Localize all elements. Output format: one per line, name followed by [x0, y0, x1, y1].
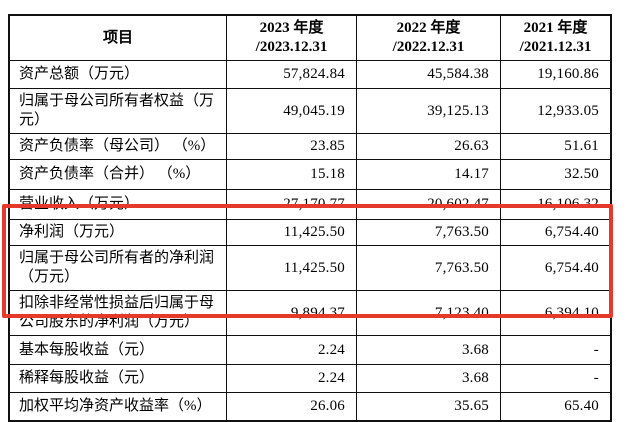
column-header-2022-line1: 2022 年度 [396, 20, 461, 36]
table-row-operating-revenue: 营业收入（万元） 27,170.77 20,602.47 16,106.32 [10, 189, 610, 219]
value-2023: 2.24 [227, 365, 357, 392]
value-2021: - [593, 341, 599, 358]
value-2022: 7,763.50 [357, 220, 501, 245]
row-label: 营业收入（万元） [10, 190, 227, 219]
row-label: 资产总额（万元） [10, 61, 227, 88]
value-2022: 7,123.40 [357, 291, 501, 335]
value-2022: 20,602.47 [357, 190, 501, 219]
value-2023: 23.85 [227, 134, 357, 159]
column-header-2022: 2022 年度 /2022.12.31 [357, 16, 501, 60]
table-row-debt-ratio-parent: 资产负债率（母公司） （%） 23.85 26.63 51.61 [10, 133, 610, 159]
value-2023: 27,170.77 [227, 190, 357, 219]
column-header-item: 项目 [10, 16, 227, 60]
value-2021: 65.40 [564, 398, 599, 414]
value-2022: 14.17 [357, 160, 501, 189]
table-row-parent-equity: 归属于母公司所有者权益（万元） 49,045.19 39,125.13 12,9… [10, 88, 610, 133]
value-2021: 6,754.40 [544, 224, 599, 240]
value-2023: 15.18 [227, 160, 357, 189]
table-row-weighted-roe: 加权平均净资产收益率（%） 26.06 35.65 65.40 [10, 392, 610, 420]
row-label: 加权平均净资产收益率（%） [10, 393, 227, 420]
table-row-net-profit-parent: 归属于母公司所有者的净利润（万元） 11,425.50 7,763.50 6,7… [10, 245, 610, 290]
table-row-net-profit: 净利润（万元） 11,425.50 7,763.50 6,754.40 [10, 219, 610, 245]
value-2023: 11,425.50 [227, 220, 357, 245]
table-row-diluted-eps: 稀释每股收益（元） 2.24 3.68 - [10, 364, 610, 392]
value-2022: 3.68 [357, 336, 501, 364]
financial-summary-table: 项目 2023 年度 /2023.12.31 2022 年度 /2022.12.… [8, 14, 612, 422]
row-label: 扣除非经常性损益后归属于母公司股东的净利润（万元） [10, 291, 227, 335]
row-label: 基本每股收益（元） [10, 336, 227, 364]
value-2023: 26.06 [227, 393, 357, 420]
column-header-2023-line1: 2023 年度 [259, 20, 324, 36]
value-2021: 12,933.05 [537, 102, 599, 119]
value-2021: 6,394.10 [544, 304, 599, 321]
row-label: 资产负债率（合并） （%） [10, 160, 227, 189]
row-label: 稀释每股收益（元） [10, 365, 227, 392]
value-2023: 49,045.19 [227, 89, 357, 133]
column-header-2021-line1: 2021 年度 [523, 20, 588, 36]
row-label: 归属于母公司所有者的净利润（万元） [10, 246, 227, 290]
value-2021: 32.50 [564, 166, 599, 182]
table-row-net-profit-deducted: 扣除非经常性损益后归属于母公司股东的净利润（万元） 9,894.37 7,123… [10, 290, 610, 335]
value-2023: 11,425.50 [227, 246, 357, 290]
value-2021: 6,754.40 [544, 259, 599, 276]
column-header-2021: 2021 年度 /2021.12.31 [501, 16, 610, 60]
value-2022: 26.63 [357, 134, 501, 159]
row-label: 归属于母公司所有者权益（万元） [10, 89, 227, 133]
row-label: 净利润（万元） [10, 220, 227, 245]
table-header-row: 项目 2023 年度 /2023.12.31 2022 年度 /2022.12.… [10, 16, 610, 60]
value-2023: 57,824.84 [227, 61, 357, 88]
table-row-total-assets: 资产总额（万元） 57,824.84 45,584.38 19,160.86 [10, 60, 610, 88]
value-2023: 9,894.37 [227, 291, 357, 335]
value-2022: 3.68 [357, 365, 501, 392]
table-row-basic-eps: 基本每股收益（元） 2.24 3.68 - [10, 335, 610, 364]
row-label: 资产负债率（母公司） （%） [10, 134, 227, 159]
value-2022: 7,763.50 [357, 246, 501, 290]
value-2022: 35.65 [357, 393, 501, 420]
column-header-2021-line2: /2021.12.31 [519, 39, 592, 55]
column-header-2023-line2: /2023.12.31 [255, 39, 328, 55]
value-2021: - [593, 370, 599, 386]
value-2022: 39,125.13 [357, 89, 501, 133]
value-2021: 51.61 [564, 138, 599, 154]
value-2021: 19,160.86 [537, 66, 599, 82]
table-row-debt-ratio-consolidated: 资产负债率（合并） （%） 15.18 14.17 32.50 [10, 159, 610, 189]
value-2021: 16,106.32 [537, 196, 599, 212]
value-2022: 45,584.38 [357, 61, 501, 88]
column-header-2022-line2: /2022.12.31 [392, 39, 465, 55]
column-header-2023: 2023 年度 /2023.12.31 [227, 16, 357, 60]
value-2023: 2.24 [227, 336, 357, 364]
